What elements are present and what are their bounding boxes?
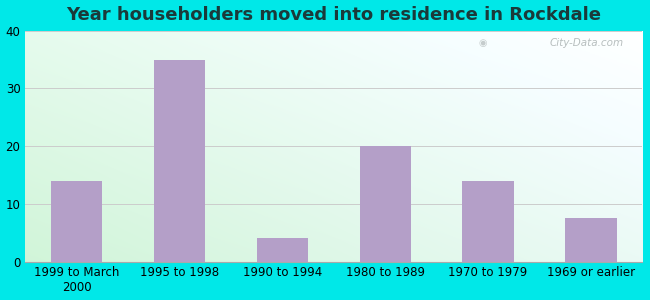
Bar: [51, 181, 103, 262]
Text: ◉: ◉: [479, 38, 488, 48]
Bar: [359, 146, 411, 262]
Bar: [566, 218, 617, 262]
Text: City-Data.com: City-Data.com: [550, 38, 624, 48]
Bar: [154, 59, 205, 262]
Bar: [257, 238, 308, 262]
Title: Year householders moved into residence in Rockdale: Year householders moved into residence i…: [66, 6, 601, 24]
Bar: [462, 181, 514, 262]
